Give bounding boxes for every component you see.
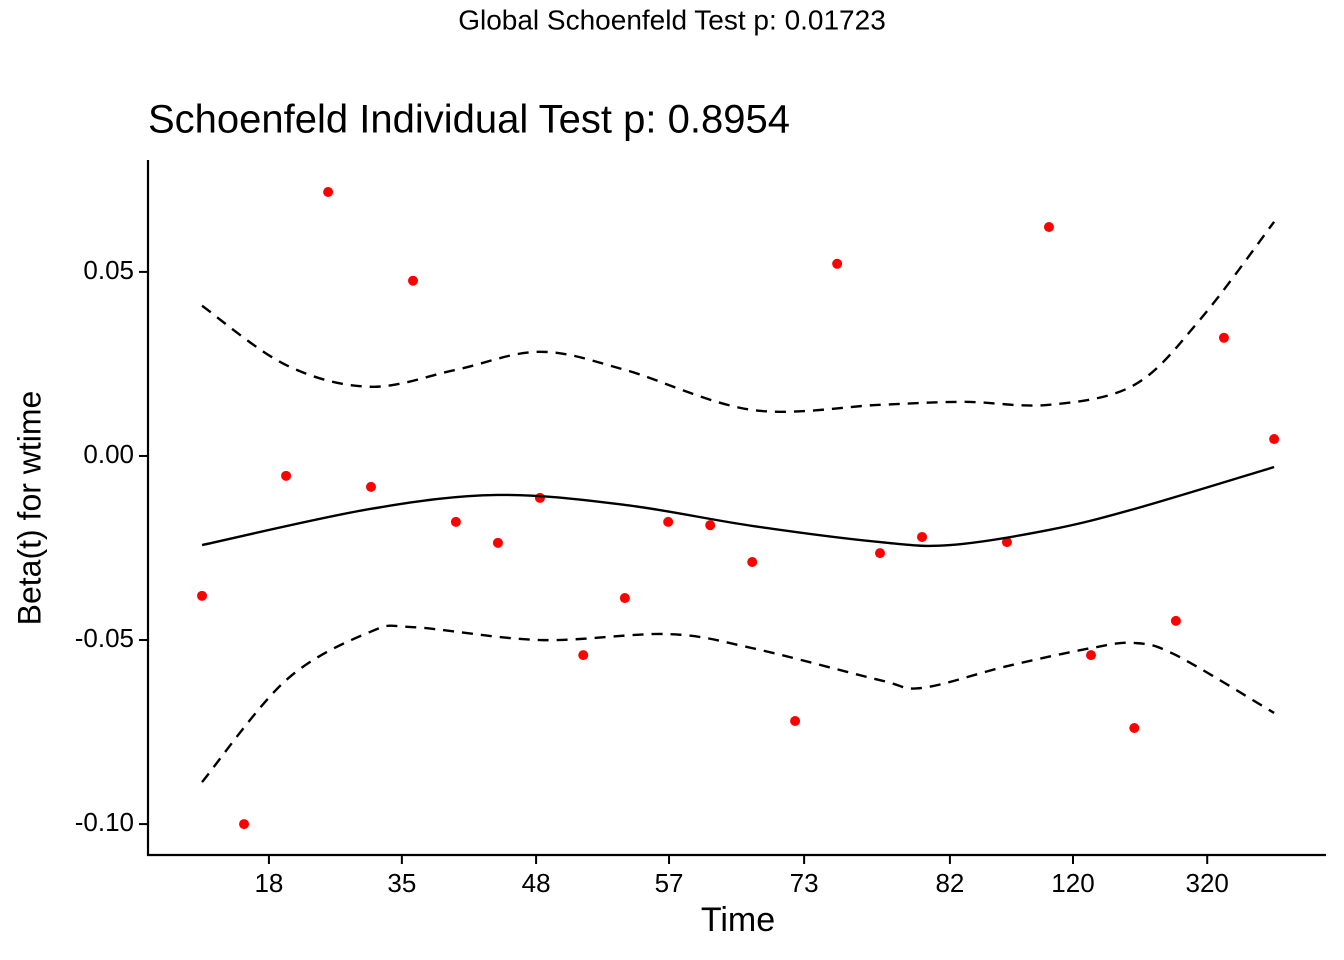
x-tick-label: 57: [655, 868, 684, 898]
y-tick-label: 0.00: [83, 439, 134, 469]
point: [1086, 650, 1097, 661]
point: [1218, 332, 1229, 343]
point: [239, 819, 250, 830]
x-tick-label: 18: [254, 868, 283, 898]
y-tick-label: 0.05: [83, 255, 134, 285]
point: [747, 556, 758, 567]
y-axis-label: Beta(t) for wtime: [11, 391, 47, 626]
point: [1043, 221, 1054, 232]
x-tick-label: 320: [1186, 868, 1229, 898]
point: [875, 548, 886, 559]
point: [917, 531, 928, 542]
point: [705, 520, 716, 531]
point: [790, 716, 801, 727]
x-tick-label: 73: [790, 868, 819, 898]
point: [619, 593, 630, 604]
point: [663, 516, 674, 527]
fit-line: [201, 465, 1275, 548]
y-tick-label: -0.10: [75, 807, 134, 837]
point: [832, 258, 843, 269]
point: [281, 470, 292, 481]
y-tick-label: -0.05: [75, 623, 134, 653]
point: [534, 492, 545, 503]
point: [1129, 723, 1140, 734]
chart-title: Schoenfeld Individual Test p: 0.8954: [148, 98, 790, 142]
x-tick-label: 120: [1051, 868, 1094, 898]
point: [365, 481, 376, 492]
point: [578, 650, 589, 661]
x-tick-label: 82: [935, 868, 964, 898]
confidence-band: [201, 221, 1276, 413]
point: [492, 537, 503, 548]
point: [450, 516, 461, 527]
point: [1170, 615, 1181, 626]
point: [408, 275, 419, 286]
x-tick-label: 48: [522, 868, 551, 898]
point: [197, 590, 208, 601]
point: [1001, 537, 1012, 548]
suptitle: Global Schoenfeld Test p: 0.01723: [458, 4, 886, 35]
point: [323, 187, 334, 198]
x-tick-label: 35: [387, 868, 416, 898]
x-axis-label: Time: [701, 901, 775, 939]
confidence-band: [201, 624, 1275, 783]
point: [1269, 434, 1280, 445]
